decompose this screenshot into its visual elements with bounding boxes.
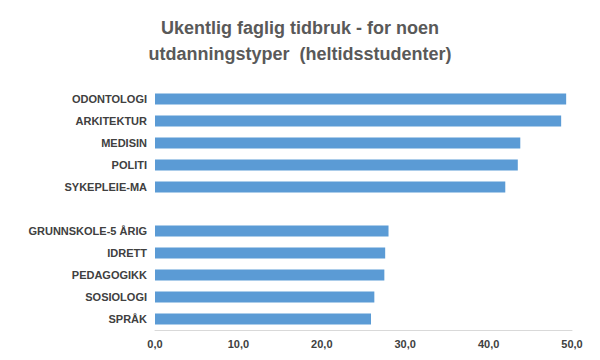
svg-text:30,0: 30,0 xyxy=(394,338,415,350)
svg-text:SYKEPLEIE-MA: SYKEPLEIE-MA xyxy=(64,181,147,193)
svg-text:MEDISIN: MEDISIN xyxy=(101,137,147,149)
svg-text:0,0: 0,0 xyxy=(147,338,162,350)
svg-text:PEDAGOGIKK: PEDAGOGIKK xyxy=(72,269,147,281)
svg-text:ARKITEKTUR: ARKITEKTUR xyxy=(76,115,148,127)
svg-text:50,0: 50,0 xyxy=(561,338,582,350)
svg-text:GRUNNSKOLE-5 ÅRIG: GRUNNSKOLE-5 ÅRIG xyxy=(28,225,147,237)
svg-text:40,0: 40,0 xyxy=(478,338,499,350)
svg-text:SPRÅK: SPRÅK xyxy=(108,313,147,325)
svg-text:SOSIOLOGI: SOSIOLOGI xyxy=(85,291,147,303)
svg-text:utdanningstyper (heltidsstude: utdanningstyper (heltidsstudenter) xyxy=(148,44,451,64)
svg-text:20,0: 20,0 xyxy=(311,338,332,350)
svg-text:IDRETT: IDRETT xyxy=(107,247,147,259)
svg-text:Ukentlig faglig tidbruk - for: Ukentlig faglig tidbruk - for noen xyxy=(161,18,439,38)
svg-text:POLITI: POLITI xyxy=(112,159,147,171)
svg-text:10,0: 10,0 xyxy=(228,338,249,350)
svg-text:ODONTOLOGI: ODONTOLOGI xyxy=(72,93,147,105)
